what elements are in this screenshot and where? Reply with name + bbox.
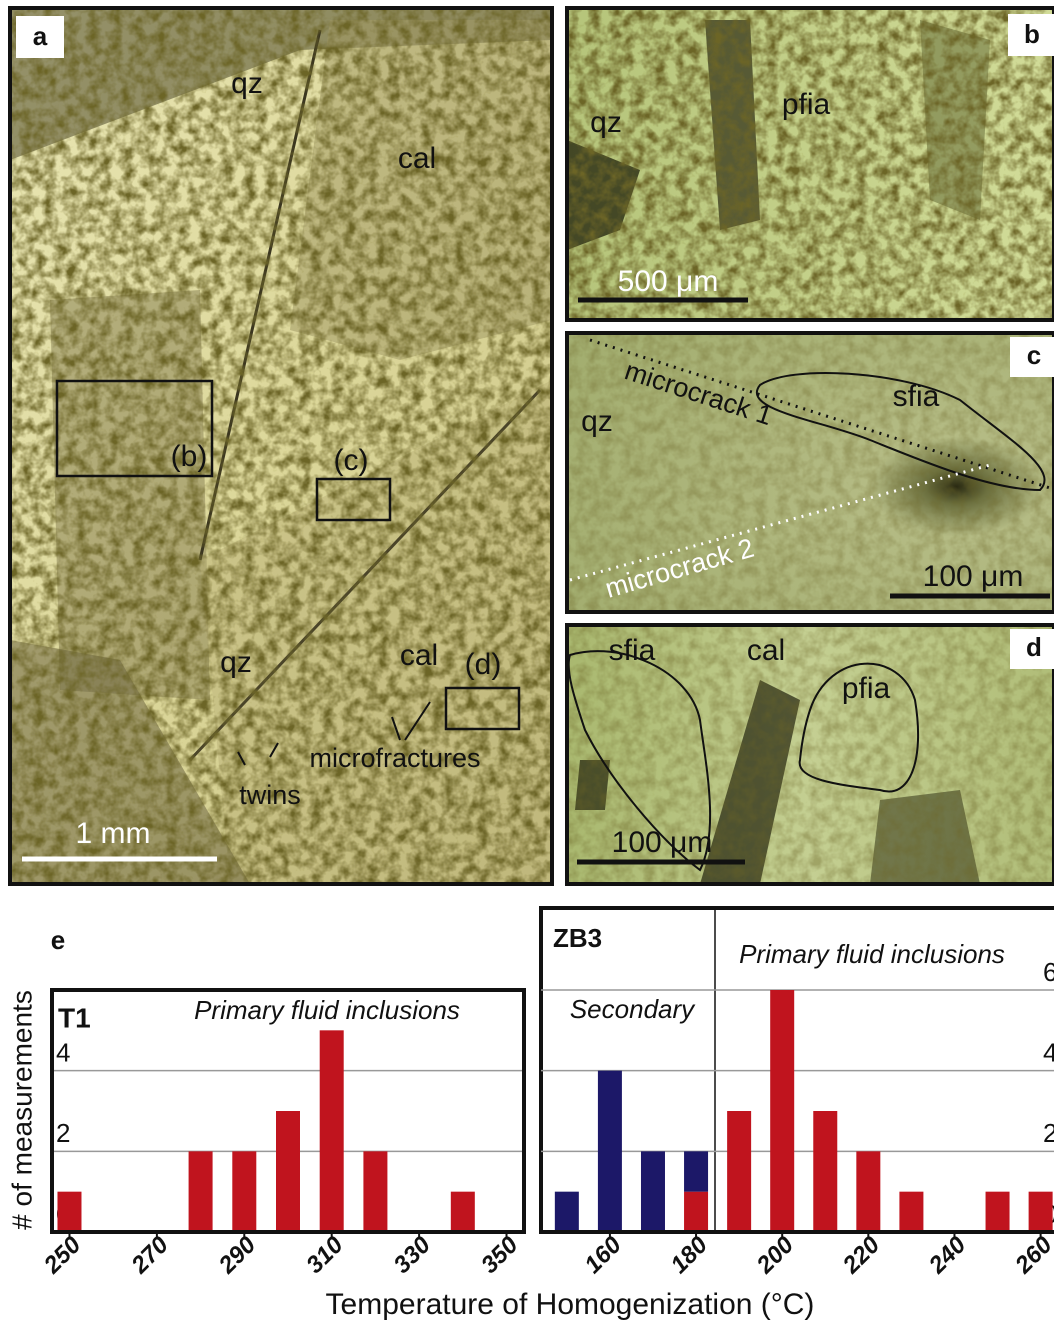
y-tick-label: 2	[1043, 1118, 1054, 1148]
scale-label: 1 mm	[76, 817, 151, 850]
x-tick-label: 220	[837, 1231, 886, 1280]
x-tick-label: 160	[579, 1231, 627, 1279]
bar	[555, 1192, 579, 1232]
figure: a qz cal (b) (c) qz cal (d) microfractur…	[0, 0, 1054, 1326]
x-tick-label: 330	[389, 1231, 437, 1279]
annotation: sfia	[609, 634, 656, 667]
scale-label: 500 μm	[618, 265, 719, 298]
bar	[189, 1151, 213, 1232]
chart-title: ZB3	[553, 923, 602, 953]
bar	[232, 1151, 256, 1232]
x-tick-label: 260	[1009, 1231, 1054, 1280]
annotation: qz	[581, 405, 613, 438]
annotation: (c)	[334, 444, 369, 477]
annotation: pfia	[782, 88, 831, 121]
annotation: twins	[239, 780, 301, 810]
annotation: cal	[747, 634, 785, 667]
x-tick-label: 240	[923, 1231, 972, 1280]
x-tick-label: 200	[751, 1231, 800, 1280]
y-axis-label: # of measurements	[6, 990, 37, 1230]
y-tick-label: 4	[56, 1038, 70, 1068]
scale-label: 100 μm	[923, 560, 1024, 593]
y-tick-label: 6	[1043, 957, 1054, 987]
x-tick-label: 310	[301, 1231, 349, 1279]
bar	[451, 1192, 475, 1232]
panel-label: a	[33, 21, 48, 51]
y-tick-label: 2	[56, 1118, 70, 1148]
series-label: Primary fluid inclusions	[194, 995, 460, 1025]
bar	[1029, 1192, 1053, 1232]
bar	[684, 1151, 708, 1191]
bar	[363, 1151, 387, 1232]
x-tick-label: 180	[666, 1231, 714, 1279]
bar	[320, 1030, 344, 1232]
panel-label: e	[51, 925, 65, 955]
bar	[727, 1111, 751, 1232]
panel-label: c	[1027, 340, 1041, 370]
x-tick-label: 290	[213, 1231, 262, 1280]
x-tick-label: 350	[476, 1231, 524, 1279]
annotation: qz	[590, 106, 622, 139]
y-tick-label: 4	[1043, 1038, 1054, 1068]
bar	[684, 1192, 708, 1232]
bar	[899, 1192, 923, 1232]
bar	[641, 1151, 665, 1232]
histograms: 024250270290310330350T1Primary fluid inc…	[38, 923, 1054, 1280]
bar	[276, 1111, 300, 1232]
annotation: microfractures	[309, 743, 480, 773]
bar	[813, 1111, 837, 1232]
annotation: cal	[398, 142, 436, 175]
bar	[598, 1071, 622, 1232]
annotation: sfia	[893, 380, 940, 413]
x-tick-label: 250	[38, 1231, 87, 1280]
scale-label: 100 μm	[612, 826, 713, 859]
annotation: qz	[231, 67, 263, 100]
bar	[856, 1151, 880, 1232]
bar	[57, 1192, 81, 1232]
annotation: (b)	[171, 440, 208, 473]
annotation: pfia	[842, 672, 891, 705]
series-label: Primary fluid inclusions	[739, 939, 1005, 969]
chart-title: T1	[58, 1002, 91, 1033]
x-tick-label: 270	[126, 1231, 175, 1280]
bar	[986, 1192, 1010, 1232]
x-axis-label: Temperature of Homogenization (°C)	[326, 1288, 815, 1321]
panel-label: b	[1024, 19, 1040, 49]
annotation: qz	[220, 646, 252, 679]
panel-label: d	[1026, 632, 1042, 662]
annotation: cal	[400, 639, 438, 672]
bar	[770, 990, 794, 1232]
series-label: Secondary	[570, 994, 696, 1024]
annotation: (d)	[465, 648, 502, 681]
